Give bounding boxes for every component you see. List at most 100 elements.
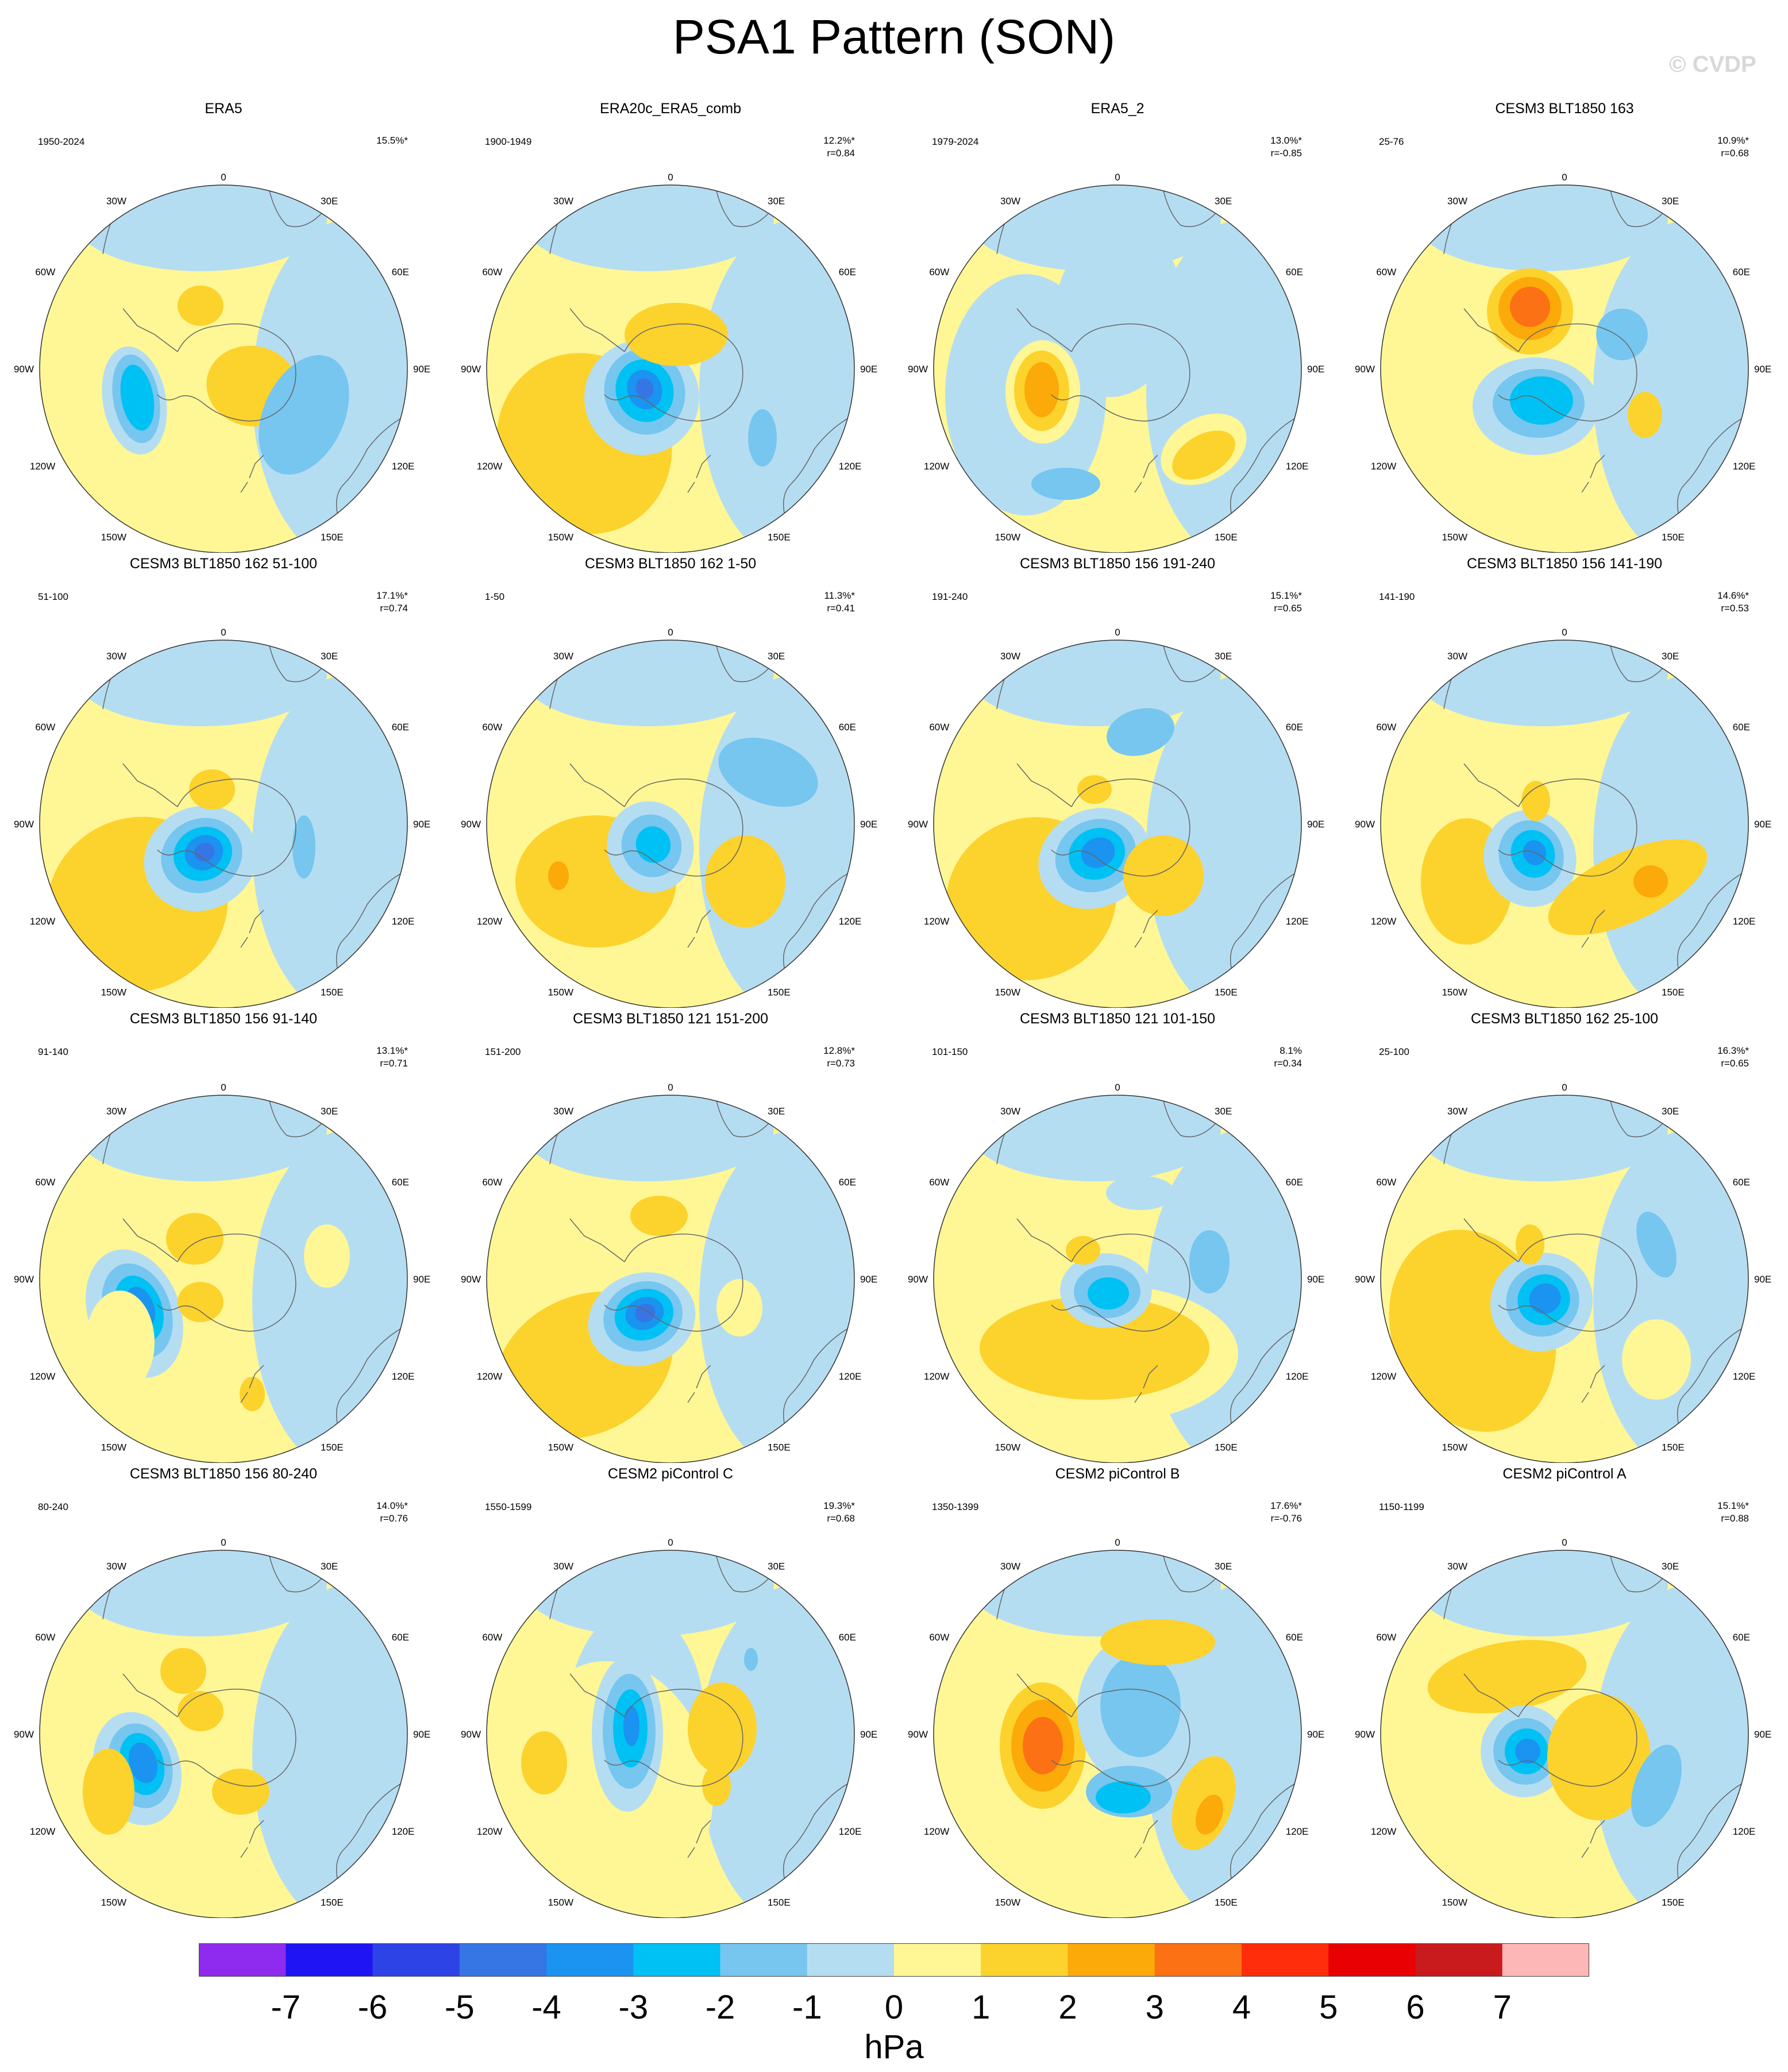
longitude-label: 30E xyxy=(321,1561,338,1572)
longitude-label: 120W xyxy=(1371,461,1396,472)
longitude-label: 150W xyxy=(1442,1442,1467,1453)
longitude-label: 150W xyxy=(548,987,573,998)
panel-period: 25-76 xyxy=(1379,136,1404,147)
polar-map: 030E60E90E120E150E180150W120W90W60W30W xyxy=(461,1537,877,1918)
longitude-label: 120W xyxy=(30,461,55,472)
anomaly-region xyxy=(1031,468,1100,500)
new-zealand-coastline xyxy=(687,455,711,493)
anomaly-region xyxy=(635,1303,656,1323)
map-border xyxy=(39,640,408,1008)
longitude-label: 90E xyxy=(1754,1729,1771,1740)
longitude-label: 120W xyxy=(924,461,949,472)
longitude-label: 90W xyxy=(461,364,481,375)
longitude-label: 120W xyxy=(30,916,55,927)
pattern-correlation: r=0.73 xyxy=(827,1058,855,1069)
longitude-label: 60E xyxy=(1733,722,1750,733)
peninsula-coastline xyxy=(1463,1673,1519,1717)
anomaly-region xyxy=(1521,781,1550,821)
panel-title: CESM3 BLT1850 163 xyxy=(1495,101,1634,117)
longitude-label: 150E xyxy=(768,987,791,998)
longitude-label: 120E xyxy=(839,1826,862,1837)
colorbar-labels: -7 -6 -5 -4 -3 -2 -1 0 1 2 3 4 5 6 7 xyxy=(0,1989,1788,2026)
longitude-label: 30W xyxy=(1000,650,1020,661)
longitude-label: 60E xyxy=(392,1177,409,1188)
panel-stats: 19.3%* r=0.68 xyxy=(769,1500,855,1525)
longitude-label: 60E xyxy=(839,267,856,278)
longitude-label: 30E xyxy=(1215,650,1232,661)
peninsula-coastline xyxy=(122,1673,178,1717)
longitude-label: 90W xyxy=(14,364,34,375)
longitude-label: 30W xyxy=(1447,195,1467,206)
pattern-correlation: r=0.34 xyxy=(1274,1058,1302,1069)
longitude-label: 150W xyxy=(995,532,1020,543)
africa-coastline xyxy=(1163,1555,1216,1593)
anomaly-region xyxy=(86,1291,155,1394)
longitude-label: 90E xyxy=(860,1274,877,1285)
new-zealand-coastline xyxy=(687,1820,711,1858)
longitude-label: 150E xyxy=(768,1897,791,1908)
panel-stats: 16.3%* r=0.65 xyxy=(1663,1045,1749,1070)
anomaly-region xyxy=(968,1095,1221,1181)
longitude-label: 150E xyxy=(1215,1897,1238,1908)
map-border xyxy=(1380,1550,1749,1918)
longitude-label: 150W xyxy=(101,987,126,998)
pattern-correlation: r=0.84 xyxy=(827,148,855,159)
colorbar-swatch xyxy=(633,1943,720,1977)
colorbar-swatch xyxy=(1242,1943,1329,1977)
map-border xyxy=(39,1095,408,1463)
anomaly-region xyxy=(635,826,671,863)
longitude-label: 0 xyxy=(1562,172,1567,183)
explained-variance: 14.0%* xyxy=(376,1500,408,1511)
anomaly-region xyxy=(1195,1794,1224,1835)
panel-period: 1-50 xyxy=(485,591,505,602)
new-zealand-coastline xyxy=(1581,1365,1605,1403)
explained-variance: 15.1%* xyxy=(1270,590,1302,601)
antarctica-coastline xyxy=(1498,778,1637,877)
explained-variance: 15.5%* xyxy=(376,135,408,146)
map-panel: CESM2 piControl A 1150-1199 15.1%* r=0.88 0 3… xyxy=(1341,1464,1788,1918)
longitude-label: 60E xyxy=(1733,1632,1750,1643)
colorbar-swatch xyxy=(372,1943,460,1977)
longitude-label: 120E xyxy=(1733,1826,1756,1837)
panel-title: ERA20c_ERA5_comb xyxy=(600,101,741,117)
longitude-label: 60W xyxy=(35,1632,55,1643)
map-border xyxy=(933,640,1302,1008)
longitude-label: 60W xyxy=(929,722,949,733)
anomaly-region xyxy=(189,769,235,810)
anomaly-region xyxy=(1622,1319,1691,1400)
anomaly-region xyxy=(1633,865,1668,898)
longitude-label: 150W xyxy=(995,987,1020,998)
longitude-label: 60E xyxy=(839,1632,856,1643)
colorbar-swatch xyxy=(1328,1943,1416,1977)
longitude-label: 90E xyxy=(1754,1274,1771,1285)
anomaly-region xyxy=(1415,185,1668,271)
panel-title: CESM3 BLT1850 156 141-190 xyxy=(1466,556,1663,572)
colorbar-tick-label: -1 xyxy=(792,1989,822,2026)
longitude-label: 0 xyxy=(1115,1537,1120,1548)
colorbar-tick-label: 1 xyxy=(972,1989,991,2026)
panel-title: CESM3 BLT1850 156 191-240 xyxy=(1019,556,1216,572)
longitude-label: 0 xyxy=(1562,627,1567,638)
longitude-label: 0 xyxy=(1562,1082,1567,1093)
polar-map: 030E60E90E120E150E180150W120W90W60W30W xyxy=(461,172,877,553)
pattern-correlation: r=0.71 xyxy=(380,1058,408,1069)
longitude-label: 120E xyxy=(839,916,862,927)
map-panel: CESM3 BLT1850 156 91-140 91-140 13.1%* r=0.… xyxy=(0,1009,447,1463)
new-zealand-coastline xyxy=(687,910,711,948)
anomaly-region xyxy=(1415,1095,1668,1181)
longitude-label: 60W xyxy=(35,1177,55,1188)
longitude-label: 150E xyxy=(321,1442,344,1453)
colorbar-tick-label: -5 xyxy=(445,1989,475,2026)
colorbar-swatch xyxy=(1502,1943,1589,1977)
colorbar-swatch xyxy=(720,1943,808,1977)
longitude-label: 90W xyxy=(908,364,928,375)
panel-title: ERA5 xyxy=(205,101,242,117)
new-zealand-coastline xyxy=(1134,910,1158,948)
colorbar-swatch xyxy=(546,1943,634,1977)
pattern-correlation: r=0.74 xyxy=(380,603,408,614)
longitude-label: 60E xyxy=(1286,722,1303,733)
polar-map: 030E60E90E120E150E180150W120W90W60W30W xyxy=(14,1537,430,1918)
longitude-label: 90W xyxy=(461,819,481,830)
panel-title: CESM3 BLT1850 121 101-150 xyxy=(1019,1011,1216,1027)
anomaly-region xyxy=(1515,1739,1540,1764)
